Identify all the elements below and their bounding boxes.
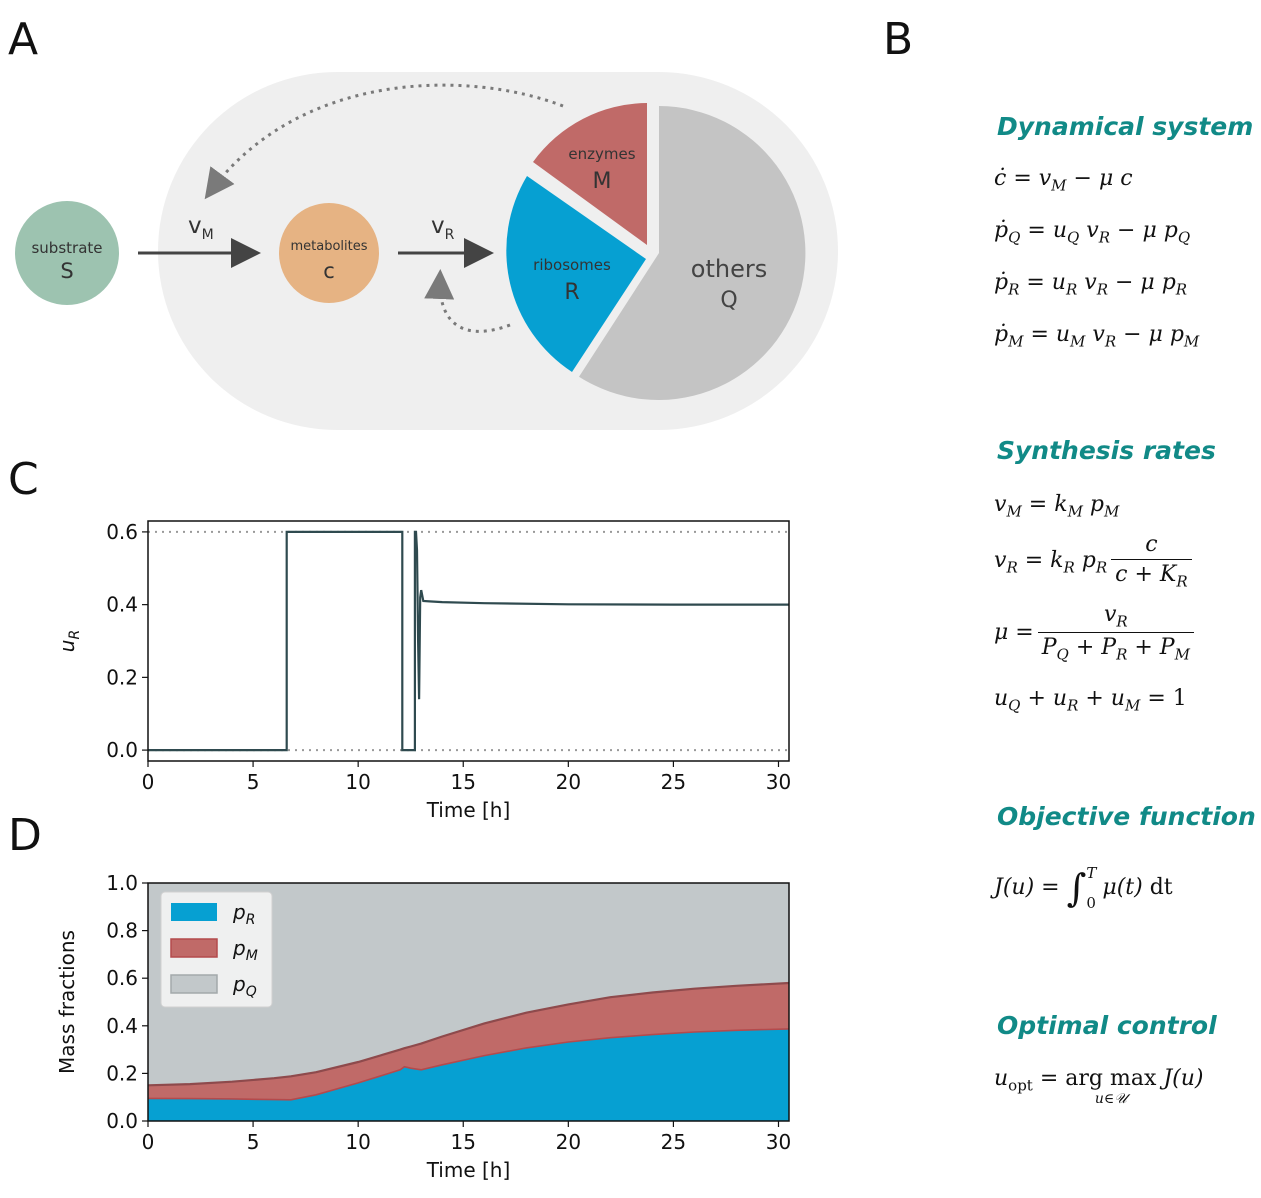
metabolites-symbol: c xyxy=(323,259,335,283)
d-xlabel: Time [h] xyxy=(426,1158,511,1182)
ribosomes-label: ribosomes xyxy=(533,256,611,274)
pie-slice-enzymes xyxy=(533,103,647,245)
metabolites-node xyxy=(279,203,379,303)
ribosomes-symbol: R xyxy=(564,280,579,305)
d-ytick-label: 0.8 xyxy=(106,919,138,943)
d-xtick-label: 10 xyxy=(345,1130,370,1154)
c-ytick-label: 0.6 xyxy=(106,520,138,544)
c-series-line-ur xyxy=(148,530,789,752)
enzymes-label: enzymes xyxy=(568,145,635,163)
d-boundary-pm xyxy=(147,981,790,1087)
c-xtick-label: 10 xyxy=(345,770,370,794)
substrate-node xyxy=(15,201,119,305)
equation-optimal-control: uopt = arg max u∈𝒰 J(u) xyxy=(994,1066,1204,1107)
c-ylabel: uR xyxy=(55,630,83,652)
panel-label-b: B xyxy=(883,14,914,65)
d-legend-swatch-m xyxy=(170,938,218,958)
d-xtick-label: 5 xyxy=(247,1130,260,1154)
flux-r-label: vR xyxy=(431,213,455,243)
equation-u-sum: uQ + uR + uM = 1 xyxy=(994,686,1187,715)
d-ytick-label: 0.0 xyxy=(106,1109,138,1133)
d-xtick-label: 25 xyxy=(661,1130,686,1154)
c-xtick-label: 30 xyxy=(766,770,791,794)
c-xtick-label: 25 xyxy=(661,770,686,794)
d-xtick-label: 20 xyxy=(556,1130,581,1154)
chart-mass-fractions: 0 5 10 15 20 25 30 0.0 0.2 0.4 0.6 0.8 1.0 Time [h] Ma… xyxy=(55,871,791,1182)
c-xtick-label: 20 xyxy=(556,770,581,794)
equation-pr-dot: ṗR = uR vR − μ pR xyxy=(994,270,1188,299)
c-frame xyxy=(147,520,790,762)
d-legend-label-r: pR xyxy=(232,900,255,928)
metabolites-label: metabolites xyxy=(290,239,367,254)
d-ytick-label: 0.6 xyxy=(106,966,138,990)
panel-label-d: D xyxy=(8,810,42,861)
equation-vm: vM = kM pM xyxy=(994,492,1120,521)
equation-objective: J(u) = ∫ T 0 μ(t) dt xyxy=(994,864,1173,912)
d-boundary-pr xyxy=(147,1028,790,1101)
equation-pm-dot: ṗM = uM vR − μ pM xyxy=(994,322,1200,351)
panel-label-c: C xyxy=(8,454,39,505)
others-symbol: Q xyxy=(720,288,737,313)
section-title-optimal-control: Optimal control xyxy=(997,1011,1217,1040)
pie-slice-ribosomes xyxy=(506,176,646,372)
c-ytick-label: 0.2 xyxy=(106,665,138,689)
others-label: others xyxy=(691,255,767,283)
enzymes-symbol: M xyxy=(593,169,612,194)
substrate-label: substrate xyxy=(31,239,102,257)
d-ylabel: Mass fractions xyxy=(55,930,79,1074)
c-xlabel: Time [h] xyxy=(426,798,511,822)
c-xtick-label: 15 xyxy=(451,770,476,794)
panel-label-a: A xyxy=(8,14,39,65)
enzyme-feedback-arrow xyxy=(204,83,564,200)
c-xtick-label: 5 xyxy=(247,770,260,794)
d-ytick-label: 0.2 xyxy=(106,1061,138,1085)
d-xtick-label: 15 xyxy=(451,1130,476,1154)
equation-vr: vR = kR pR c c + KR xyxy=(994,532,1196,590)
substrate-symbol: S xyxy=(60,259,73,283)
d-frame xyxy=(147,882,790,1122)
d-ytick-label: 0.4 xyxy=(106,1014,138,1038)
d-xtick-label: 0 xyxy=(142,1130,155,1154)
equation-mu: μ = vR PQ + PR + PM xyxy=(994,602,1198,664)
chart-control-ur: 0 5 10 15 20 25 30 0.0 0.2 0.4 0.6 Time [h] uR xyxy=(55,520,791,822)
d-ytick-label: 1.0 xyxy=(106,871,138,895)
c-ytick-label: 0.0 xyxy=(106,738,138,762)
equation-pq-dot: ṗQ = uQ vR − μ pQ xyxy=(994,218,1191,247)
d-legend-label-m: pM xyxy=(232,936,258,964)
flux-m-label: vM xyxy=(188,213,214,243)
cell-diagram: substrate S vM metabolites c vR enzymes … xyxy=(15,72,838,430)
section-title-synthesis-rates: Synthesis rates xyxy=(997,436,1216,465)
c-xtick-label: 0 xyxy=(142,770,155,794)
d-legend-label-q: pQ xyxy=(232,972,257,1000)
pie-slice-others xyxy=(579,106,806,400)
c-ytick-label: 0.4 xyxy=(106,593,138,617)
section-title-dynamical-system: Dynamical system xyxy=(997,112,1254,141)
d-area-pr xyxy=(148,1028,789,1121)
d-legend-swatch-r xyxy=(171,903,217,921)
section-title-objective-function: Objective function xyxy=(997,802,1256,831)
equation-c-dot: ċ = vM − μ c xyxy=(994,166,1133,195)
d-legend-swatch-q xyxy=(170,974,218,994)
d-xtick-label: 30 xyxy=(766,1130,791,1154)
